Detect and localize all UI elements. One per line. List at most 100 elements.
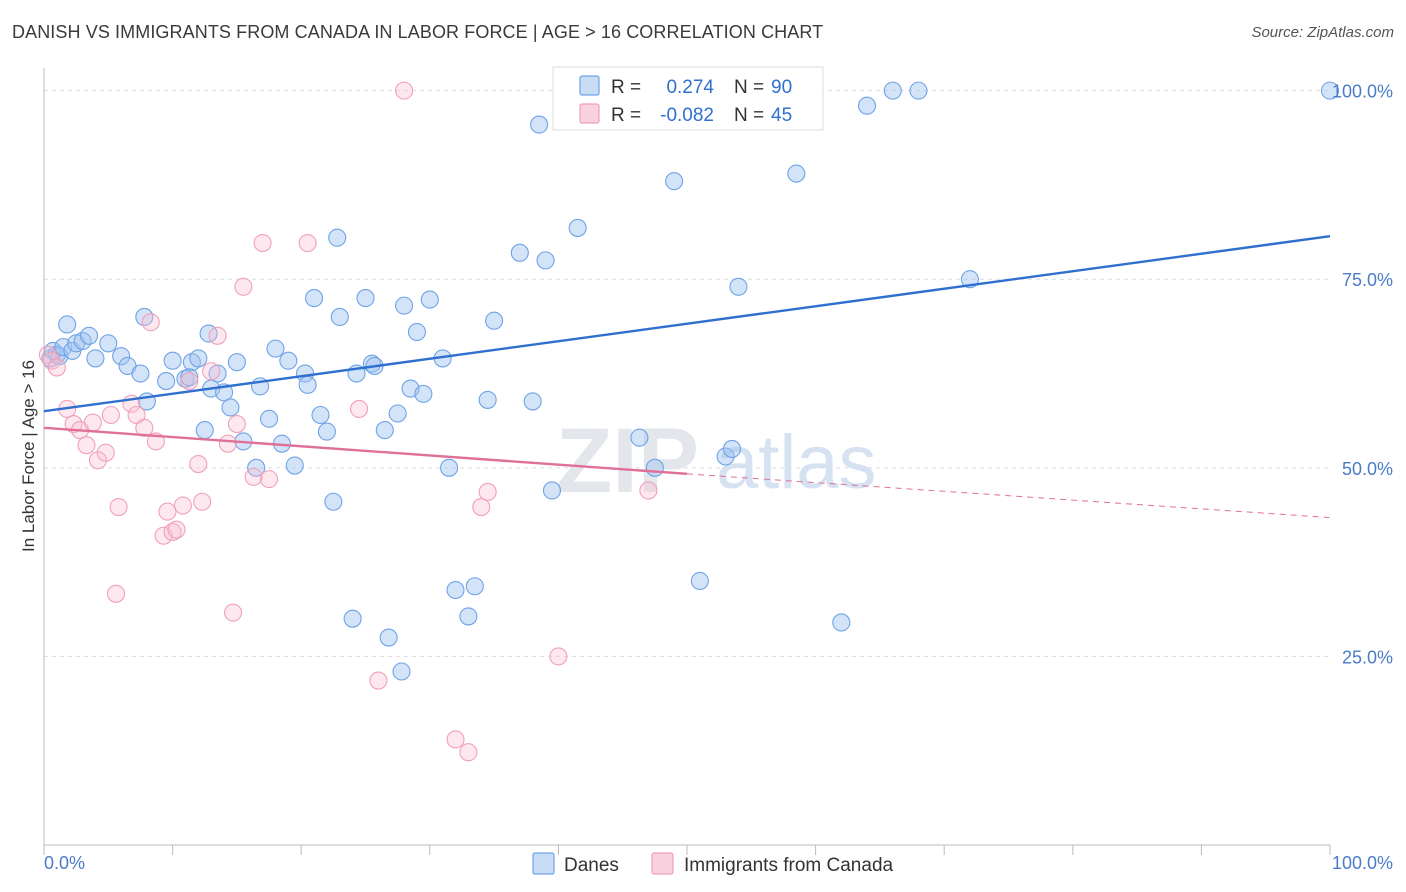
point-canada: [298, 233, 317, 253]
trend-line-danes: [43, 235, 1331, 413]
point-danes: [131, 364, 150, 383]
point-danes: [227, 353, 246, 372]
y-axis-title: In Labor Force | Age > 16: [19, 360, 38, 552]
point-canada: [167, 520, 186, 539]
point-canada: [478, 482, 497, 502]
point-danes: [716, 447, 735, 466]
legend-bottom-swatch-danes: [532, 852, 555, 875]
point-danes: [112, 347, 131, 366]
y-tick-labels: 25.0% 50.0% 75.0% 100.0%: [1332, 82, 1393, 668]
point-canada: [459, 743, 478, 762]
point-canada: [208, 326, 227, 345]
point-canada: [47, 358, 66, 377]
trend-line-canada-extension: [686, 473, 1331, 519]
point-canada: [259, 470, 279, 489]
legend-r-value-canada: -0.082: [660, 105, 714, 126]
point-danes: [407, 322, 426, 342]
point-canada: [549, 647, 568, 666]
point-danes: [163, 351, 182, 370]
point-danes: [356, 289, 375, 308]
point-danes: [195, 421, 214, 440]
point-canada: [227, 415, 246, 434]
point-danes: [79, 326, 99, 345]
point-danes: [328, 228, 347, 247]
point-danes: [530, 115, 549, 134]
legend-r-value-danes: 0.274: [666, 77, 714, 98]
point-canada: [189, 454, 208, 474]
chart-title: DANISH VS IMMIGRANTS FROM CANADA IN LABO…: [12, 22, 824, 42]
point-danes: [180, 368, 199, 387]
point-danes: [58, 315, 77, 334]
point-canada: [350, 399, 369, 419]
point-canada: [472, 497, 491, 517]
legend-n-label-canada: N =: [734, 105, 764, 126]
legend-n-label-danes: N =: [734, 77, 764, 98]
legend-swatch-canada: [579, 103, 600, 124]
legend-bottom: Danes Immigrants from Canada: [532, 852, 894, 876]
point-danes: [1320, 81, 1340, 100]
point-danes: [665, 172, 684, 191]
legend-n-value-danes: 90: [771, 77, 792, 98]
point-canada: [253, 233, 272, 253]
point-danes: [305, 289, 324, 308]
point-canada: [395, 81, 414, 100]
point-danes: [414, 384, 433, 403]
point-canada: [109, 497, 128, 517]
point-canada: [193, 492, 212, 511]
point-danes: [279, 351, 298, 370]
point-danes: [645, 458, 664, 477]
point-danes: [510, 243, 529, 262]
point-danes: [536, 251, 555, 270]
point-danes: [722, 439, 742, 459]
point-canada: [141, 313, 160, 332]
point-danes: [459, 607, 478, 626]
point-danes: [478, 390, 497, 409]
y-tick-label: 50.0%: [1342, 459, 1393, 479]
point-canada: [202, 362, 221, 381]
point-canada: [369, 671, 388, 690]
x-axis-ticks: [43, 845, 1331, 855]
y-tick-label: 75.0%: [1342, 270, 1393, 290]
point-danes: [630, 428, 649, 447]
point-danes: [324, 492, 343, 511]
point-canada: [88, 451, 108, 470]
point-canada: [158, 502, 177, 521]
point-canada: [446, 730, 465, 749]
legend-r-label-canada: R =: [611, 105, 641, 126]
point-danes: [440, 458, 459, 477]
point-danes: [392, 662, 411, 681]
trend-line-canada: [43, 426, 688, 476]
legend-n-value-canada: 45: [771, 105, 792, 126]
point-danes: [221, 398, 240, 417]
point-danes: [523, 392, 542, 411]
point-canada: [234, 277, 253, 296]
point-danes: [86, 349, 105, 368]
point-danes: [420, 290, 439, 309]
point-danes: [883, 81, 902, 100]
point-canada: [244, 467, 263, 486]
legend-swatch-danes: [579, 75, 600, 96]
point-danes: [330, 307, 349, 326]
point-danes: [189, 349, 208, 368]
x-tick-label-min: 0.0%: [44, 853, 85, 873]
y-tick-label: 25.0%: [1342, 647, 1393, 667]
point-canada: [106, 584, 126, 603]
point-canada: [77, 436, 96, 455]
watermark-zip: ZIP: [556, 410, 699, 512]
point-danes: [690, 571, 709, 591]
point-danes: [485, 311, 504, 330]
point-danes: [157, 372, 176, 391]
point-danes: [343, 609, 362, 628]
point-danes: [379, 628, 398, 647]
point-danes: [99, 334, 118, 353]
point-canada: [218, 434, 237, 453]
x-tick-label-max: 100.0%: [1332, 853, 1393, 873]
point-canada: [83, 413, 102, 432]
point-danes: [298, 375, 317, 394]
point-danes: [285, 456, 304, 475]
legend-bottom-label-canada: Immigrants from Canada: [684, 855, 894, 876]
point-danes: [266, 339, 285, 358]
point-danes: [317, 422, 336, 441]
point-canada: [639, 481, 658, 500]
source-label: Source: ZipAtlas.com: [1251, 24, 1394, 41]
